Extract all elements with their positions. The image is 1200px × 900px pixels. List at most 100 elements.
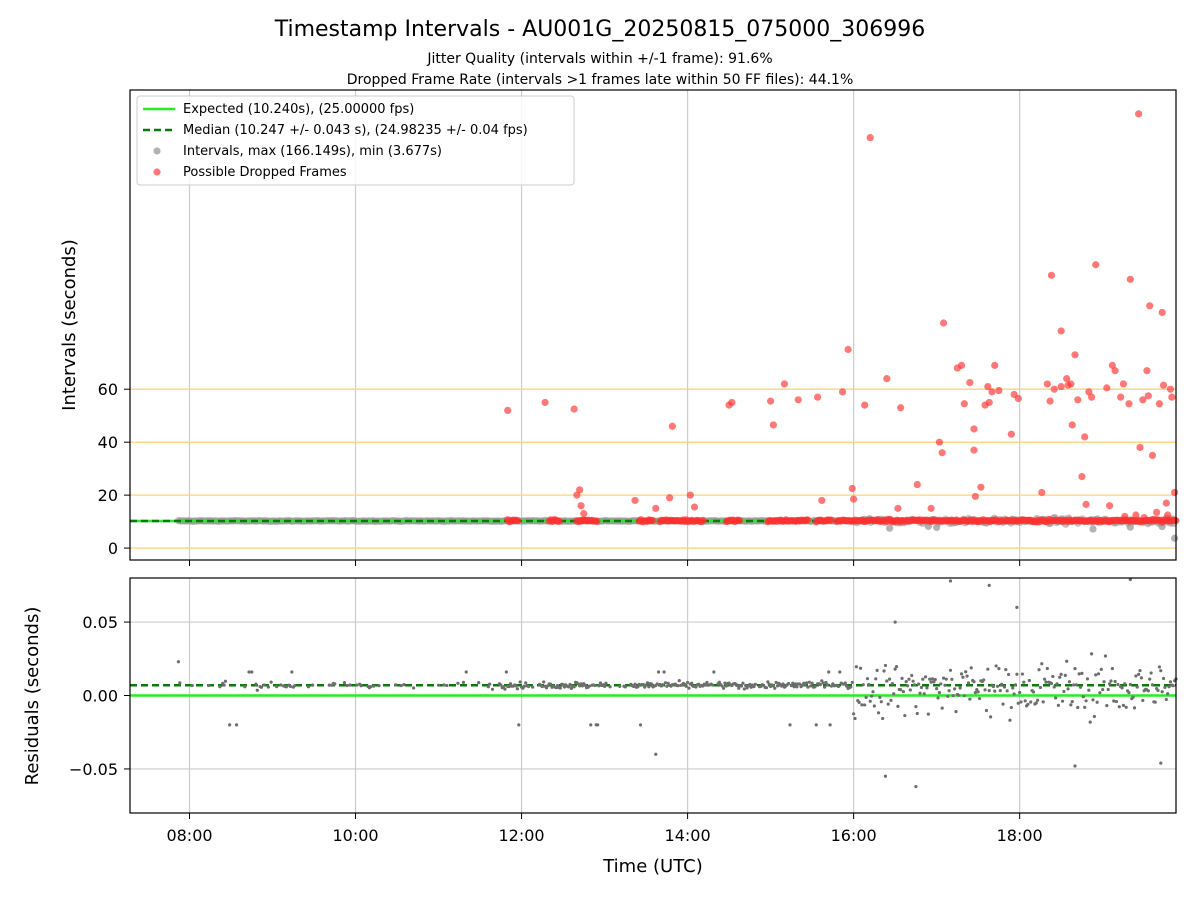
- dropped-frame-point: [838, 388, 847, 396]
- dropped-frame-point: [935, 438, 944, 446]
- residual-point: [929, 680, 933, 684]
- residual-point: [965, 674, 969, 678]
- residual-point: [966, 681, 971, 685]
- residual-point: [788, 723, 792, 727]
- residual-point: [1036, 698, 1040, 702]
- residual-point: [645, 681, 650, 685]
- residual-point: [1066, 687, 1070, 691]
- residual-point: [724, 684, 728, 688]
- bottom-x-tick-label: 14:00: [665, 826, 711, 845]
- residual-point: [824, 680, 828, 685]
- residual-point: [1011, 686, 1015, 690]
- residual-point: [849, 685, 853, 689]
- dropped-frame-point: [1092, 261, 1100, 269]
- dropped-frame-point: [1105, 502, 1114, 510]
- residual-point: [345, 683, 349, 688]
- residual-point: [865, 677, 870, 681]
- residual-point: [311, 683, 315, 687]
- residual-point: [636, 685, 640, 689]
- residual-point: [957, 693, 961, 697]
- residual-point: [1015, 605, 1019, 609]
- residual-point: [293, 684, 297, 688]
- residual-point: [1078, 685, 1083, 689]
- residual-point: [1072, 683, 1076, 687]
- residual-point: [1051, 674, 1055, 679]
- residuals-y-axis-label: Residuals (seconds): [22, 607, 43, 786]
- residual-point: [1023, 699, 1027, 703]
- residual-point: [456, 681, 460, 685]
- bottom-y-ticks: 0.05 0.00 −0.05: [69, 613, 130, 779]
- residual-point: [399, 683, 403, 688]
- dropped-frame-point: [1043, 380, 1051, 388]
- dropped-frame-point: [1139, 396, 1147, 404]
- residual-point: [926, 712, 930, 716]
- dropped-frame-point: [1038, 488, 1046, 497]
- residual-point: [1127, 690, 1131, 695]
- dropped-frame-point: [1148, 451, 1157, 460]
- residual-point: [791, 681, 795, 685]
- bottom-x-tick-label: 10:00: [332, 826, 378, 845]
- residual-point: [991, 684, 995, 689]
- residual-point: [894, 665, 899, 669]
- dropped-frame-point: [1164, 511, 1172, 519]
- dropped-frame-point: [897, 404, 905, 412]
- residual-point: [1031, 690, 1036, 694]
- residual-point: [477, 680, 481, 685]
- residual-point: [1040, 662, 1044, 666]
- residual-point: [1101, 688, 1105, 692]
- residual-point: [937, 690, 942, 695]
- residual-point: [1008, 718, 1012, 722]
- dropped-frame-point: [1068, 421, 1076, 429]
- residual-point: [490, 687, 495, 691]
- residual-point: [893, 620, 897, 624]
- residual-point: [1094, 673, 1098, 677]
- bottom-y-tick-label: 0.05: [82, 613, 118, 632]
- residual-point: [741, 681, 745, 685]
- residual-point: [723, 681, 727, 685]
- dropped-frame-point: [1071, 351, 1079, 359]
- residual-point: [883, 774, 888, 778]
- residual-point: [1000, 682, 1004, 686]
- bottom-y-tick-label: −0.05: [69, 760, 118, 779]
- dropped-frame-point: [1140, 514, 1148, 522]
- residual-point: [1112, 699, 1116, 703]
- residual-point: [936, 696, 940, 700]
- residual-point: [997, 667, 1001, 671]
- residual-point: [705, 680, 709, 685]
- residual-point: [1020, 672, 1025, 676]
- residual-point: [915, 711, 919, 716]
- residual-point: [633, 682, 637, 686]
- dropped-frame-point: [728, 398, 736, 407]
- residual-point: [1044, 680, 1048, 684]
- residual-point: [1102, 680, 1106, 684]
- residual-point: [886, 702, 890, 706]
- residual-point: [228, 723, 232, 727]
- dropped-frame-point: [666, 494, 674, 502]
- residual-point: [597, 684, 601, 688]
- dropped-frame-point: [1057, 382, 1065, 391]
- dropped-frame-point: [690, 503, 699, 511]
- legend: Expected (10.240s), (25.00000 fps) Media…: [136, 95, 575, 186]
- residual-point: [369, 685, 373, 689]
- residual-point: [549, 682, 553, 686]
- dropped-frame-point: [938, 449, 946, 457]
- residual-point: [951, 694, 955, 698]
- interval-point: [885, 524, 894, 532]
- residual-point: [818, 682, 823, 687]
- intervals-plot-frame: [129, 89, 1177, 561]
- residual-point: [773, 686, 777, 690]
- residual-point: [821, 681, 825, 685]
- residual-point: [964, 670, 968, 674]
- dropped-frame-points: [504, 110, 1180, 526]
- dropped-frame-point: [1155, 400, 1163, 408]
- dropped-frame-point: [1168, 393, 1176, 401]
- residual-point: [486, 685, 490, 689]
- residual-point: [946, 694, 950, 698]
- residual-point: [961, 675, 965, 679]
- residual-point: [1045, 666, 1049, 671]
- residual-point: [836, 684, 841, 689]
- residual-point: [944, 677, 948, 681]
- residual-point: [524, 681, 528, 685]
- residual-point: [857, 700, 861, 704]
